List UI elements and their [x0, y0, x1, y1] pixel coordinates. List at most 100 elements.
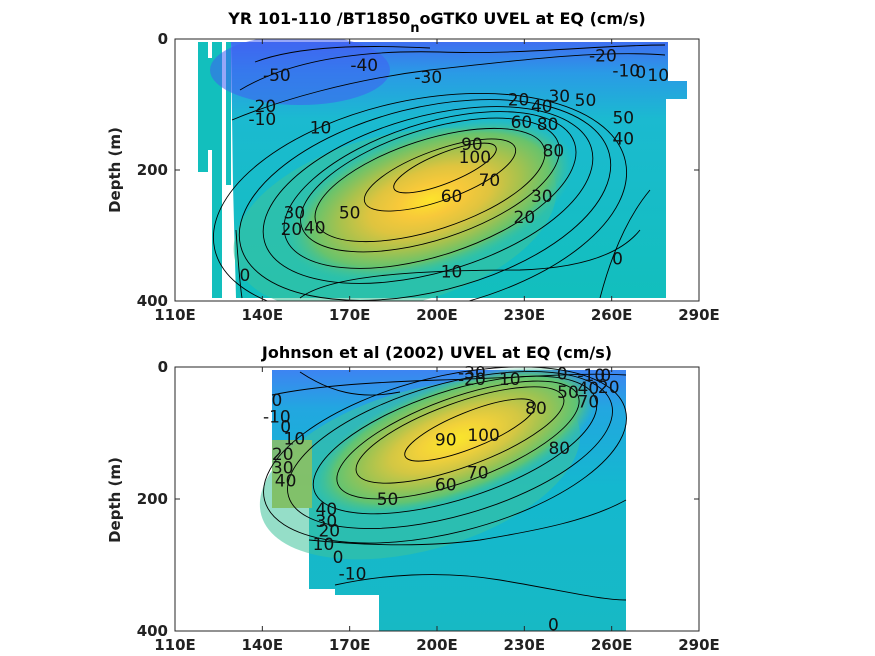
contour-label: -10 [263, 408, 291, 428]
x-tick-label: 170E [329, 636, 371, 654]
contour-line [254, 46, 431, 63]
contour-label: 90 [461, 135, 483, 155]
field-strip [198, 42, 208, 172]
y-tick-label: 400 [137, 622, 168, 640]
contour-label: 30 [316, 512, 338, 532]
core-shade [285, 118, 575, 282]
contour-line [312, 375, 598, 515]
contour-label: -30 [458, 363, 486, 383]
contour-label: 0 [612, 249, 623, 269]
contour-label: 50 [377, 490, 399, 510]
contour-label: 30 [548, 87, 570, 107]
contour-label: 10 [313, 535, 335, 555]
contour-label: 20 [281, 220, 303, 240]
contour-label: 10 [284, 429, 306, 449]
contour-label: -10 [339, 565, 367, 585]
contour-line [336, 380, 580, 500]
x-tick-label: 170E [329, 306, 371, 324]
x-tick-label: 200E [416, 636, 458, 654]
contour-line [299, 371, 401, 396]
y-tick-label: 0 [158, 30, 168, 48]
contour-line [235, 229, 243, 299]
y-tick-label: 400 [137, 292, 168, 310]
x-axis: 110E 140E 170E 200E 230E 260E 290E [154, 39, 720, 324]
x-tick-label: 140E [242, 306, 284, 324]
contour-lines [212, 44, 666, 301]
x-tick-label: 140E [242, 636, 284, 654]
contour-label: -20 [248, 97, 276, 117]
x-tick-label: 290E [678, 636, 720, 654]
contour-label: 70 [578, 392, 600, 412]
contour-line [212, 92, 628, 301]
chart-title: Johnson et al (2002) UVEL at EQ (cm/s) [261, 343, 612, 362]
contour-label: 10 [441, 263, 463, 283]
contour-line [287, 371, 613, 529]
contour-line [299, 229, 641, 299]
contour-label: 100 [459, 148, 491, 168]
core-shade [312, 367, 598, 515]
contour-line [599, 189, 651, 299]
contour-line [283, 111, 577, 269]
contour-label: 0 [600, 366, 611, 386]
contour-label: -20 [589, 46, 617, 66]
field-shade [272, 440, 312, 508]
x-tick-label: 230E [504, 306, 546, 324]
contour-label: 20 [272, 445, 294, 465]
contour-label: 10 [647, 66, 669, 86]
x-tick-label: 260E [591, 636, 633, 654]
contour-line [404, 398, 536, 462]
contour-label: 70 [479, 171, 501, 191]
contour-label: 50 [612, 109, 634, 129]
contour-line [231, 53, 666, 121]
y-tick-label: 200 [137, 161, 168, 179]
contour-label: 10 [499, 370, 521, 390]
contour-label: 0 [333, 548, 344, 568]
field-strip [212, 42, 222, 298]
contour-line [262, 106, 594, 284]
contour-label: -20 [458, 370, 486, 390]
contour-label: 0 [239, 266, 250, 286]
contour-label: 90 [435, 431, 457, 451]
x-tick-label: 200E [416, 306, 458, 324]
x-axis: 110E 140E 170E 200E 230E 260E 290E [154, 367, 720, 654]
x-tick-label: 230E [504, 636, 546, 654]
contour-label: -10 [248, 110, 276, 130]
contour-label: 30 [272, 458, 294, 478]
contour-label: 80 [548, 439, 570, 459]
y-tick-label: 0 [158, 358, 168, 376]
contour-label: 60 [441, 187, 463, 207]
contour-label: 10 [310, 118, 332, 138]
x-tick-label: 110E [154, 306, 196, 324]
field-strip [208, 58, 212, 150]
contour-line [314, 127, 546, 243]
contour-label: 0 [548, 615, 559, 635]
contour-line [300, 117, 560, 253]
contour-label: 60 [435, 475, 457, 495]
x-tick-label: 110E [154, 636, 196, 654]
contour-label: 20 [318, 522, 340, 542]
field-strip [226, 42, 231, 185]
contour-label: 0 [280, 417, 291, 437]
contour-label: 40 [304, 219, 326, 239]
contour-label: -10 [577, 366, 605, 386]
contour-label: 0 [557, 365, 568, 385]
contour-label: 80 [525, 399, 547, 419]
contour-line [363, 138, 517, 212]
y-axis-label: Depth (m) [106, 127, 124, 213]
contour-line [393, 142, 497, 194]
contour-label: 0 [635, 63, 646, 83]
x-tick-label: 260E [591, 306, 633, 324]
contour-label: -50 [263, 66, 291, 86]
contour-label: 80 [537, 115, 559, 135]
contour-label: 50 [339, 204, 361, 224]
contour-label: 20 [514, 208, 536, 228]
contour-label: 40 [316, 500, 338, 520]
y-axis-label: Depth (m) [106, 457, 124, 543]
contour-label: 40 [612, 130, 634, 150]
contour-line [355, 386, 565, 484]
